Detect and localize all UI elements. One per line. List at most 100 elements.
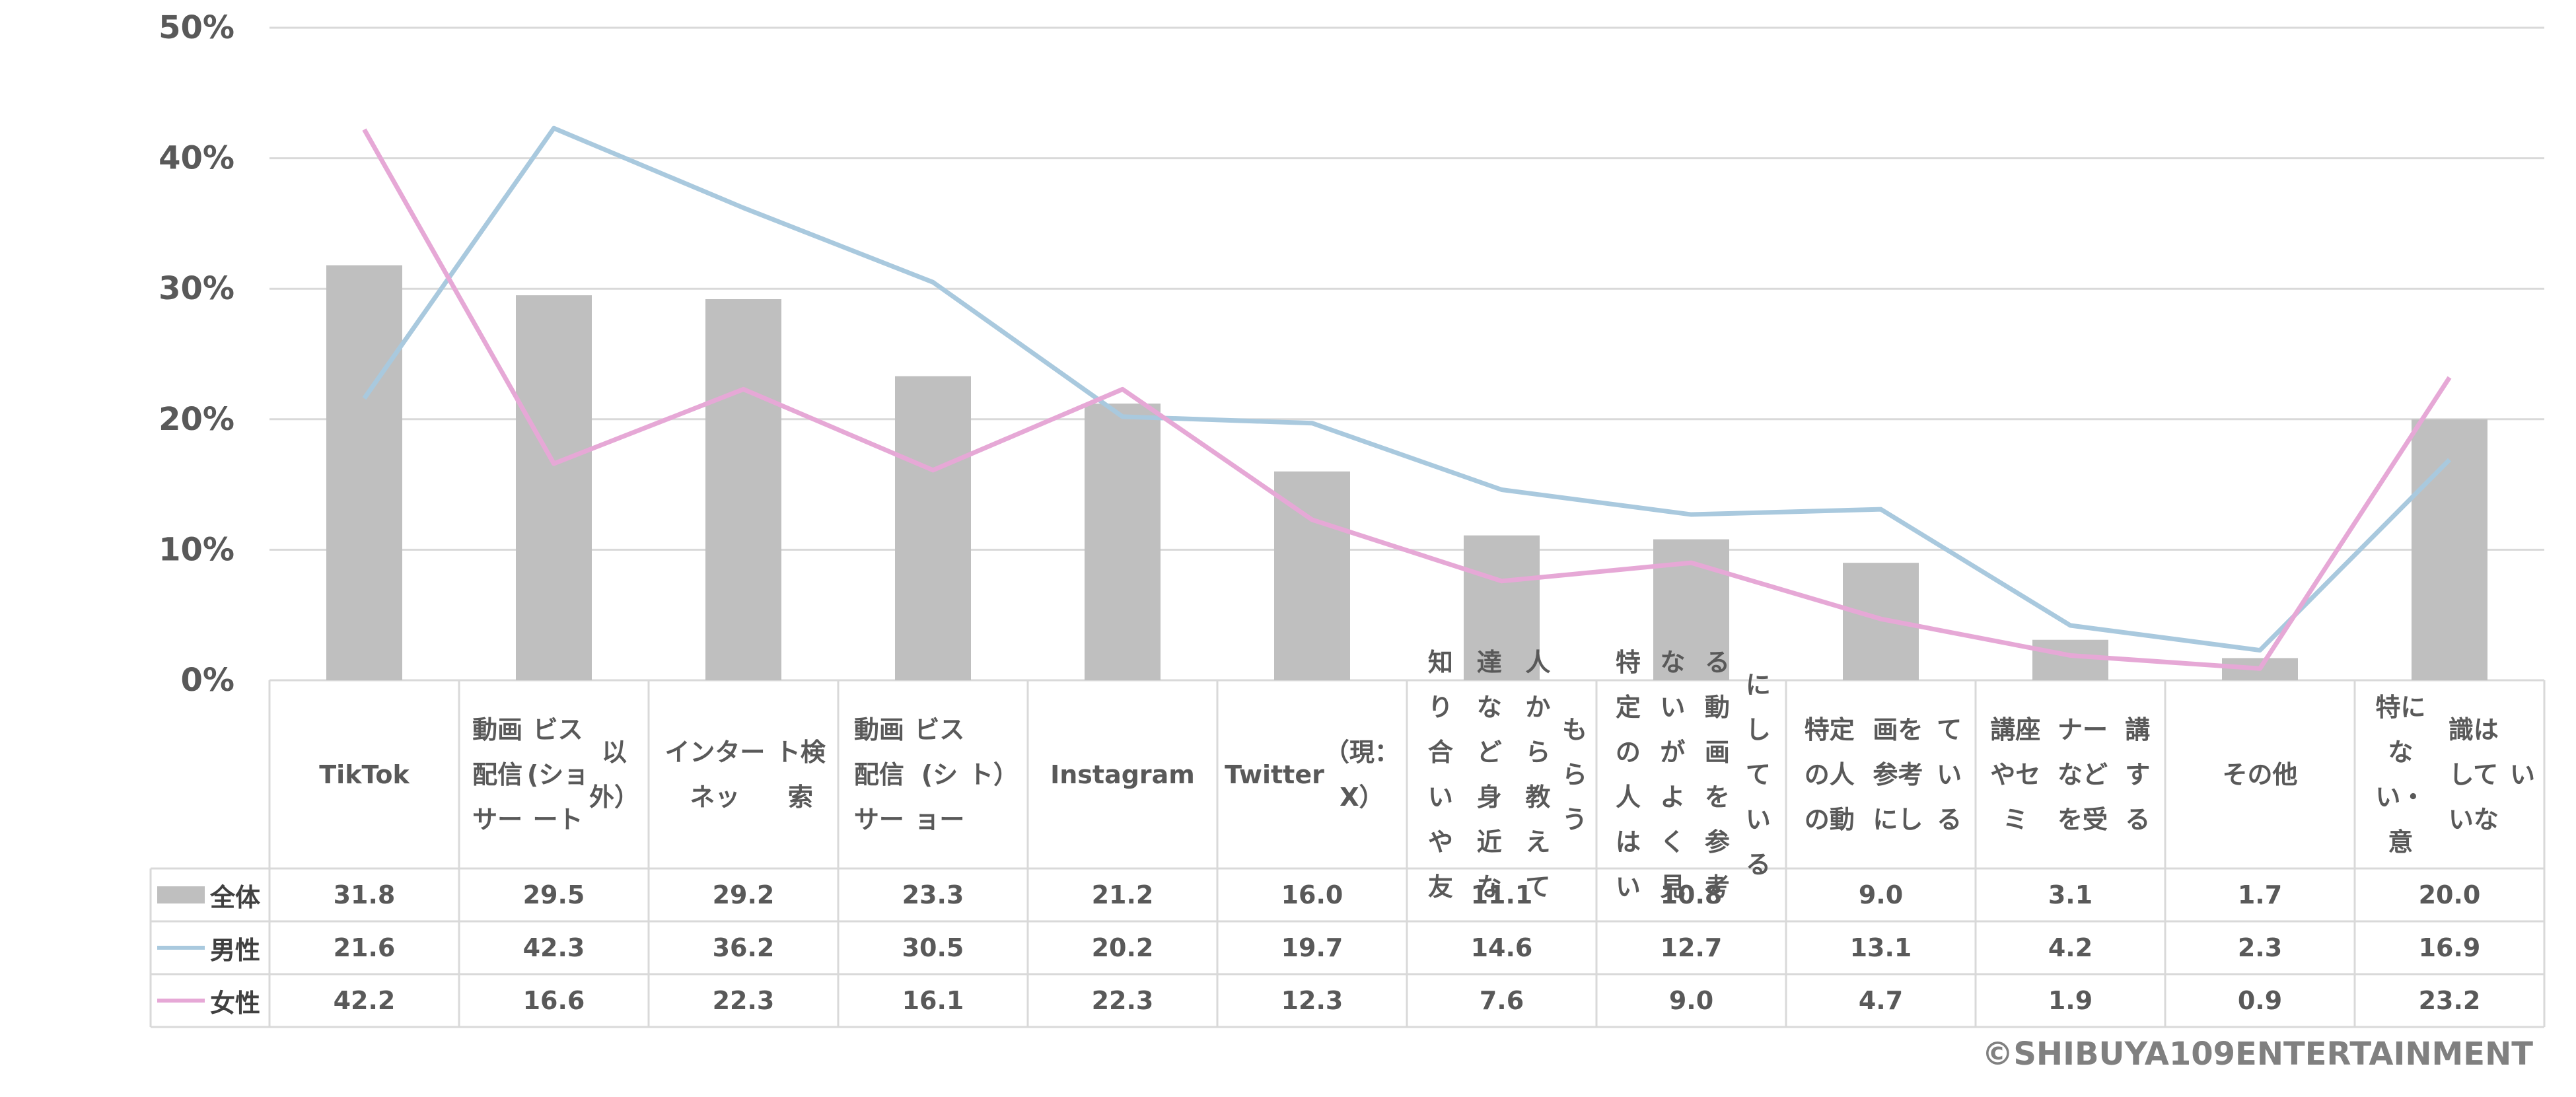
category-label-line: 特にない・意 [2375, 692, 2426, 857]
bar [1843, 563, 1919, 680]
data-label: 20.2 [1091, 933, 1154, 962]
bar [1464, 535, 1540, 680]
data-label: 7.6 [1479, 986, 1524, 1015]
bar [705, 299, 781, 680]
category-label-line: ト検索 [775, 737, 826, 812]
data-label: 22.3 [712, 986, 775, 1015]
category-label-line: 特定の人はい [1615, 647, 1641, 902]
category-label: 特にない・意 識はしていない [2355, 680, 2544, 868]
data-label: 12.7 [1660, 933, 1723, 962]
legend-swatch [157, 999, 205, 1003]
category-label-line: 画を参考にし [1873, 715, 1923, 834]
bar [516, 295, 592, 681]
data-label: 3.1 [2048, 880, 2093, 909]
data-label: 4.2 [2048, 933, 2093, 962]
category-label-line: Twitter [1225, 760, 1324, 789]
category-label: Instagram [1028, 680, 1217, 868]
data-label: 0.9 [2237, 986, 2283, 1015]
bar [2412, 419, 2487, 680]
category-label-line: 人から教えて [1525, 647, 1551, 902]
category-label-line: Instagram [1050, 760, 1195, 789]
data-label: 42.2 [333, 986, 396, 1015]
category-label-line: 特定の人の動 [1804, 715, 1855, 834]
category-label-line: ビス(ショート [526, 715, 589, 834]
category-label: TikTok [269, 680, 459, 868]
data-label: 21.6 [333, 933, 396, 962]
legend-swatch [157, 946, 205, 950]
category-label-line: ないがよく見 [1660, 647, 1686, 902]
category-label-line: 動画配信サー [853, 715, 904, 834]
legend-label: 女性 [210, 988, 261, 1018]
y-tick-label: 0% [181, 662, 235, 699]
data-label: 1.9 [2048, 986, 2093, 1015]
category-label-line: 講する [2125, 715, 2151, 834]
data-label: 13.1 [1849, 933, 1912, 962]
data-label: 16.6 [522, 986, 585, 1015]
category-label: その他 [2165, 680, 2355, 868]
category-label: インターネッ ト検索 [649, 680, 838, 868]
category-label-line: TikTok [319, 760, 410, 789]
category-label: 特定の人はい ないがよく見 る動画を参考 にしている [1596, 648, 1786, 902]
category-label-line: 識はしていな [2448, 715, 2499, 834]
category-label-line: もらう [1562, 715, 1588, 834]
data-label: 42.3 [522, 933, 585, 962]
data-label: 10.8 [1660, 880, 1723, 909]
legend-entry: 全体 [151, 868, 269, 921]
y-tick-label: 50% [159, 9, 234, 46]
data-label: 36.2 [712, 933, 775, 962]
category-label-line: インターネッ [664, 737, 766, 812]
series-line [362, 125, 2451, 653]
legend-entry: 男性 [151, 921, 269, 974]
category-label-line: ビス(ショー [914, 715, 965, 834]
category-label-line: ト） [968, 760, 1019, 789]
bar [326, 265, 402, 681]
data-label: 19.7 [1281, 933, 1343, 962]
y-tick-label: 10% [159, 531, 234, 568]
legend-swatch [157, 886, 205, 903]
data-label: 11.1 [1470, 880, 1533, 909]
data-label: 29.2 [712, 880, 775, 909]
data-label: 31.8 [333, 880, 396, 909]
category-label-line: （現：X） [1324, 737, 1400, 812]
category-label-line: ナーなどを受 [2057, 715, 2108, 834]
category-label-line: その他 [2222, 760, 2298, 789]
y-tick-label: 40% [159, 140, 234, 177]
category-label-line: 動画配信サー [472, 715, 523, 834]
category-label-line: 講座やセミ [1990, 715, 2041, 834]
category-label: 動画配信サー ビス(ショート 以外） [459, 680, 649, 868]
bar [1085, 404, 1161, 680]
category-label: 動画配信サー ビス(ショー ト） [838, 680, 1028, 868]
data-label: 16.1 [902, 986, 964, 1015]
data-label: 2.3 [2237, 933, 2283, 962]
category-label: 講座やセミ ナーなどを受 講する [1976, 680, 2165, 868]
legend-label: 男性 [210, 935, 261, 965]
data-label: 29.5 [522, 880, 585, 909]
category-label-line: ている [1937, 715, 1962, 834]
category-label-line: 以外） [589, 737, 640, 812]
data-label: 9.0 [1858, 880, 1904, 909]
data-label: 23.2 [2418, 986, 2481, 1015]
bar [1274, 471, 1350, 680]
category-label: 特定の人の動 画を参考にし ている [1786, 680, 1976, 868]
series-line [362, 128, 2452, 671]
data-label: 20.0 [2418, 880, 2481, 909]
data-label: 23.3 [902, 880, 964, 909]
data-label: 21.2 [1091, 880, 1154, 909]
data-label: 12.3 [1281, 986, 1343, 1015]
category-label-line: る動画を参考 [1704, 647, 1730, 902]
y-tick-label: 30% [159, 270, 234, 307]
legend-entry: 女性 [151, 974, 269, 1027]
category-label: 知り合いや友 達など身近な 人から教えて もらう [1407, 648, 1596, 902]
data-label: 16.0 [1281, 880, 1343, 909]
data-label: 30.5 [902, 933, 964, 962]
data-label: 1.7 [2237, 880, 2283, 909]
category-label-line: にしている [1745, 670, 1771, 879]
bar [895, 376, 971, 680]
bar [2032, 639, 2108, 680]
category-label: Twitter （現：X） [1217, 680, 1407, 868]
category-label-line: 達など身近な [1476, 647, 1502, 902]
data-label: 14.6 [1470, 933, 1533, 962]
category-label-line: 知り合いや友 [1427, 647, 1453, 902]
data-label: 22.3 [1091, 986, 1154, 1015]
